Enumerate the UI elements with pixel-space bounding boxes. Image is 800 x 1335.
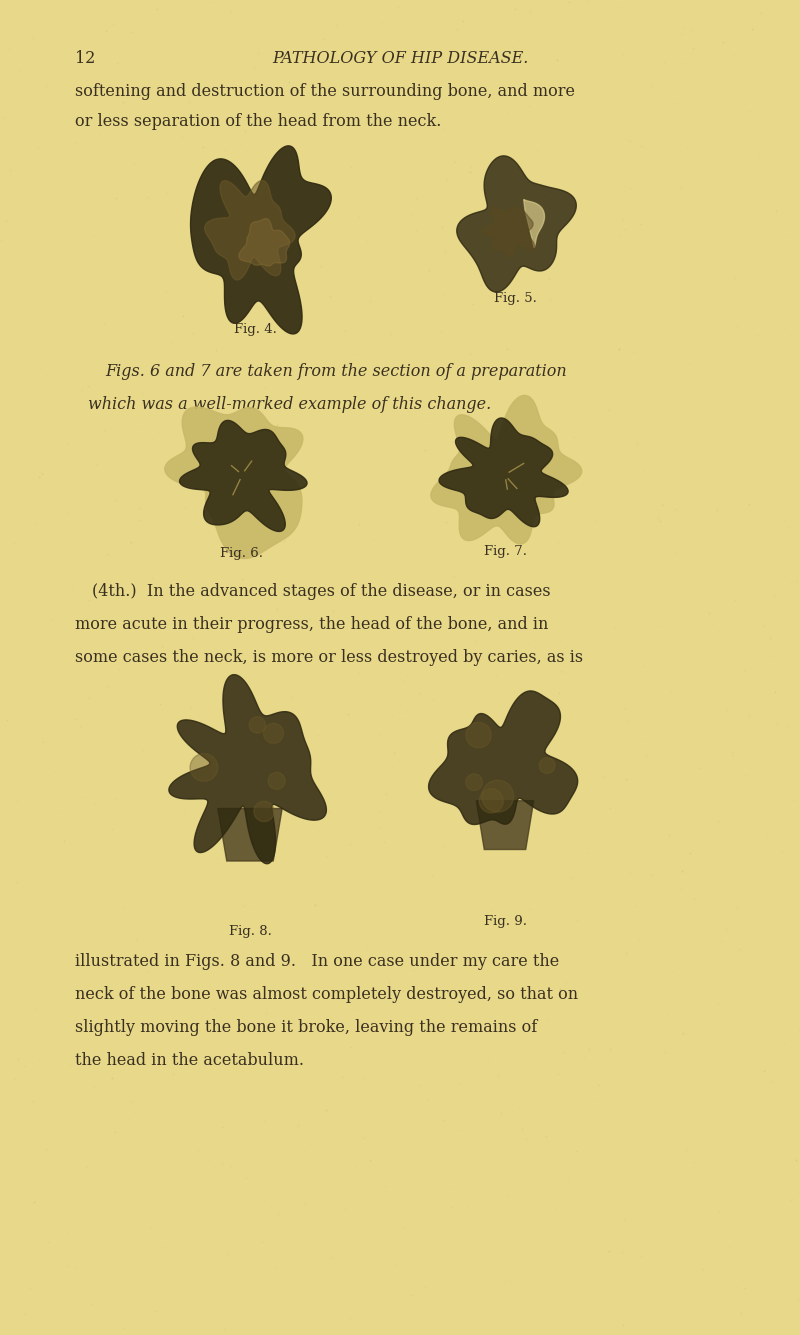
Polygon shape	[524, 199, 545, 248]
Circle shape	[254, 801, 274, 821]
Circle shape	[263, 724, 283, 744]
Circle shape	[466, 722, 491, 748]
Polygon shape	[169, 674, 326, 864]
Polygon shape	[429, 692, 578, 825]
Text: (4th.)  In the advanced stages of the disease, or in cases: (4th.) In the advanced stages of the dis…	[92, 583, 550, 599]
Circle shape	[190, 753, 218, 781]
Text: more acute in their progress, the head of the bone, and in: more acute in their progress, the head o…	[75, 615, 548, 633]
Polygon shape	[239, 219, 290, 266]
Text: Fig. 5.: Fig. 5.	[494, 292, 537, 304]
Text: illustrated in Figs. 8 and 9.   In one case under my care the: illustrated in Figs. 8 and 9. In one cas…	[75, 953, 559, 971]
Circle shape	[479, 789, 503, 813]
Text: the head in the acetabulum.: the head in the acetabulum.	[75, 1052, 304, 1069]
Circle shape	[466, 774, 482, 790]
Polygon shape	[165, 407, 303, 558]
Text: 12: 12	[75, 49, 95, 67]
Polygon shape	[457, 156, 576, 292]
Circle shape	[268, 773, 285, 789]
Text: Figs. 6 and 7 are taken from the section of a preparation: Figs. 6 and 7 are taken from the section…	[105, 363, 566, 380]
Text: Fig. 8.: Fig. 8.	[229, 925, 271, 939]
Text: PATHOLOGY OF HIP DISEASE.: PATHOLOGY OF HIP DISEASE.	[272, 49, 528, 67]
Text: some cases the neck, is more or less destroyed by caries, as is: some cases the neck, is more or less des…	[75, 649, 583, 666]
Polygon shape	[476, 801, 534, 849]
Circle shape	[539, 758, 555, 773]
Polygon shape	[179, 421, 307, 531]
Polygon shape	[190, 146, 331, 334]
Circle shape	[482, 780, 514, 812]
Text: Fig. 6.: Fig. 6.	[221, 547, 263, 559]
Text: slightly moving the bone it broke, leaving the remains of: slightly moving the bone it broke, leavi…	[75, 1019, 538, 1036]
Text: or less separation of the head from the neck.: or less separation of the head from the …	[75, 113, 442, 129]
Polygon shape	[439, 418, 568, 527]
Polygon shape	[431, 395, 582, 543]
Text: Fig. 9.: Fig. 9.	[483, 914, 526, 928]
Text: which was a well-marked example of this change.: which was a well-marked example of this …	[88, 396, 491, 413]
Polygon shape	[218, 809, 282, 861]
Text: neck of the bone was almost completely destroyed, so that on: neck of the bone was almost completely d…	[75, 987, 578, 1003]
Text: Fig. 4.: Fig. 4.	[234, 323, 277, 336]
Circle shape	[249, 717, 266, 733]
Polygon shape	[205, 180, 295, 280]
Text: softening and destruction of the surrounding bone, and more: softening and destruction of the surroun…	[75, 83, 575, 100]
Text: Fig. 7.: Fig. 7.	[483, 545, 526, 558]
Polygon shape	[482, 207, 534, 258]
